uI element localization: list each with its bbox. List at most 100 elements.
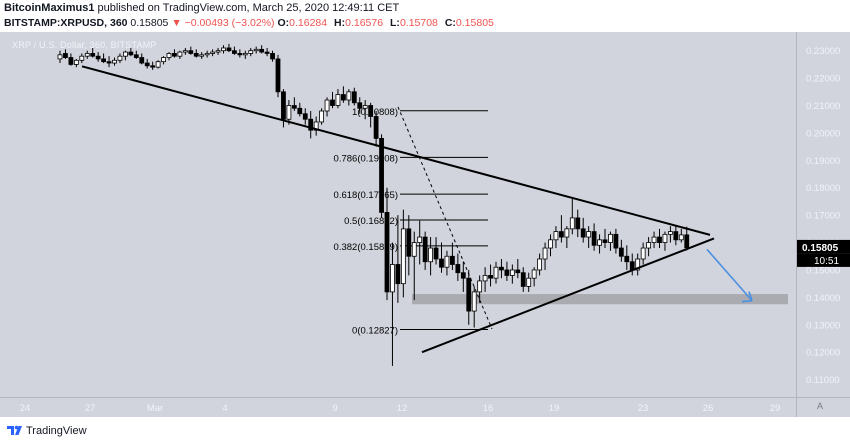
candle-body-down xyxy=(515,269,521,274)
support-zone xyxy=(412,294,788,305)
price-tick-label: 0.21000 xyxy=(806,101,840,112)
open-value: 0.16284 xyxy=(289,17,328,29)
candle-body-down xyxy=(520,272,526,287)
candle-body-up xyxy=(79,55,85,61)
candle-body-up xyxy=(319,110,325,123)
time-tick-label: 16 xyxy=(483,403,494,414)
candle-body-down xyxy=(684,234,690,249)
legend-line: BITSTAMP:XRPUSD, 360 0.15805 ▼ −0.00493 … xyxy=(4,17,498,29)
candle-body-down xyxy=(591,231,597,246)
chart-pane[interactable]: 1(0.20808) 0.786(0.19108) 0.618(0.17765) 0.… xyxy=(0,32,796,397)
candle-body-up xyxy=(177,51,183,57)
auto-scale-label: A xyxy=(817,401,824,411)
candle-body-down xyxy=(340,94,346,101)
candle-body-up xyxy=(553,231,559,241)
last-price-tag xyxy=(797,239,850,254)
candle-body-down xyxy=(330,99,335,106)
candle-body-up xyxy=(324,99,330,112)
price-tick-label: 0.20000 xyxy=(806,128,840,139)
candle-body-down xyxy=(95,55,101,60)
candle-body-up xyxy=(678,234,684,241)
candle-body-up xyxy=(509,269,515,276)
time-tick-label: 24 xyxy=(20,403,31,414)
candle-body-down xyxy=(144,62,150,67)
auto-scale-button[interactable]: A xyxy=(796,397,850,417)
candle-body-up xyxy=(564,228,570,238)
time-tick-label: 4 xyxy=(222,403,227,414)
candle-body-down xyxy=(150,65,156,68)
fib-level-label: 0.786(0.19108) xyxy=(334,153,398,164)
footer: TradingView xyxy=(0,417,850,445)
tradingview-brand[interactable]: TradingView xyxy=(26,425,87,437)
time-axis[interactable]: 24 27 Mar 4 9 12 16 19 23 26 29 xyxy=(0,397,796,417)
candle-body-down xyxy=(466,277,472,312)
candle-body-up xyxy=(57,54,63,60)
candle-body-down xyxy=(624,255,630,263)
countdown-tag-label: 10:51 xyxy=(814,256,839,267)
low-label: L: xyxy=(390,17,400,29)
candle-body-up xyxy=(346,91,352,101)
candle-body-down xyxy=(613,233,619,249)
candle-body-down xyxy=(106,61,112,64)
candle-body-up xyxy=(199,54,205,57)
candle-body-down xyxy=(291,105,297,109)
candlestick-chart[interactable]: 1(0.20808) 0.786(0.19108) 0.618(0.17765) 0.… xyxy=(0,32,796,397)
candle-body-up xyxy=(182,50,188,53)
candle-body-up xyxy=(471,291,477,312)
time-tick-label: 26 xyxy=(703,403,714,414)
candle-body-up xyxy=(400,228,406,285)
price-tick-label: 0.12000 xyxy=(806,348,840,359)
publish-info: published on TradingView.com, March 25, … xyxy=(97,2,400,14)
candle-body-down xyxy=(101,58,106,63)
candle-body-up xyxy=(411,242,417,257)
close-value: 0.15805 xyxy=(455,17,494,29)
candle-body-down xyxy=(460,272,466,279)
candle-body-up xyxy=(166,53,172,58)
candle-body-up xyxy=(651,236,657,243)
symbol-watermark: XRP / U.S. Dollar, 360, BITSTAMP xyxy=(12,40,157,50)
time-tick-label: 9 xyxy=(332,403,337,414)
open-label: O: xyxy=(277,17,290,29)
candle-body-down xyxy=(68,57,74,65)
time-axis-svg: 24 27 Mar 4 9 12 16 19 23 26 29 xyxy=(20,403,781,414)
candle-body-down xyxy=(264,51,270,54)
candle-body-up xyxy=(210,51,216,54)
candle-body-down xyxy=(259,48,265,53)
candle-body-down xyxy=(504,269,510,276)
price-tick-label: 0.22000 xyxy=(806,74,840,85)
candle-body-down xyxy=(308,118,314,131)
publish-line: BitcoinMaximus1 published on TradingView… xyxy=(4,2,399,14)
author-name[interactable]: BitcoinMaximus1 xyxy=(4,2,95,14)
candle-body-down xyxy=(281,91,286,120)
projection-arrow-line xyxy=(706,248,753,302)
candle-body-down xyxy=(302,113,308,120)
candle-body-up xyxy=(428,247,434,263)
candle-body-up xyxy=(548,239,553,249)
price-tick-label: 0.18000 xyxy=(806,183,840,194)
fib-level-label: 1(0.20808) xyxy=(352,107,398,118)
last-price-tag-label: 0.15805 xyxy=(802,243,839,254)
fib-level-label: 0.618(0.17765) xyxy=(334,190,398,201)
candle-body-up xyxy=(123,51,128,57)
candle-body-down xyxy=(226,47,232,52)
candle-body-up xyxy=(253,48,259,52)
candle-body-up xyxy=(477,280,483,293)
candle-body-up xyxy=(215,50,221,53)
candle-body-down xyxy=(139,57,145,64)
candle-body-down xyxy=(449,255,455,265)
time-tick-label: Mar xyxy=(147,403,163,414)
time-tick-label: 29 xyxy=(770,403,781,414)
price-axis[interactable]: 0.23000 0.22000 0.21000 0.20000 0.19000 0.180… xyxy=(796,32,850,397)
candle-body-down xyxy=(379,138,384,213)
price-tick-label: 0.23000 xyxy=(806,46,840,57)
chart-header: BitcoinMaximus1 published on TradingView… xyxy=(0,0,850,32)
candle-body-up xyxy=(597,239,602,246)
candle-body-down xyxy=(368,105,374,117)
candle-body-up xyxy=(646,242,651,249)
time-tick-label: 12 xyxy=(397,403,408,414)
candle-body-down xyxy=(439,258,444,268)
time-tick-label: 23 xyxy=(638,403,649,414)
fib-level-label: 0.5(0.16822) xyxy=(344,216,398,227)
symbol-label[interactable]: BITSTAMP:XRPUSD, 360 xyxy=(4,17,128,29)
candle-body-down xyxy=(357,102,363,109)
